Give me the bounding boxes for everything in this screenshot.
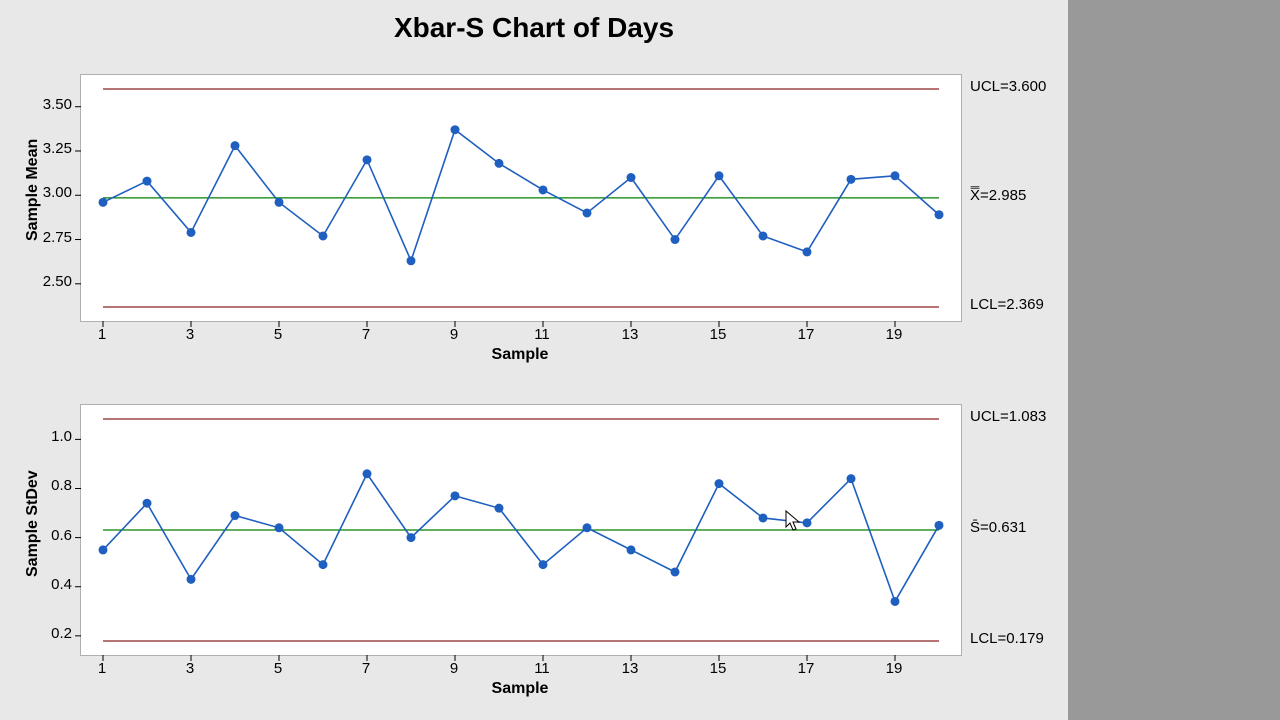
x-tick-label: 15 [703,660,733,677]
x-tick-label: 7 [351,326,381,343]
x-tick-label: 5 [263,660,293,677]
x-tick-label: 7 [351,660,381,677]
x-tick-label: 1 [87,660,117,677]
xbar-x-axis-label: Sample [80,346,960,364]
y-tick-label: 3.50 [24,96,72,113]
x-tick-label: 17 [791,326,821,343]
x-tick-label: 11 [527,660,557,677]
x-tick-label: 5 [263,326,293,343]
x-tick-label: 19 [879,326,909,343]
y-tick-label: 2.75 [24,229,72,246]
s-ucl-label: UCL=1.083 [970,408,1046,425]
y-tick-label: 3.00 [24,184,72,201]
x-tick-label: 9 [439,660,469,677]
x-tick-label: 19 [879,660,909,677]
xbar-chart-svg [81,75,961,321]
x-tick-label: 3 [175,660,205,677]
chart-title: Xbar-S Chart of Days [0,12,1068,44]
x-tick-label: 9 [439,326,469,343]
y-tick-label: 1.0 [24,428,72,445]
x-tick-label: 1 [87,326,117,343]
xbar-center-label: X̿=2.985 [970,187,1026,204]
y-tick-label: 0.4 [24,576,72,593]
y-tick-label: 0.8 [24,477,72,494]
xbar-ucl-label: UCL=3.600 [970,78,1046,95]
y-tick-label: 2.50 [24,273,72,290]
s-x-axis-label: Sample [80,680,960,698]
s-chart-svg [81,405,961,655]
x-tick-label: 15 [703,326,733,343]
x-tick-label: 17 [791,660,821,677]
xbar-chart-box [80,74,962,322]
y-tick-label: 3.25 [24,140,72,157]
xbar-lcl-label: LCL=2.369 [970,296,1044,313]
y-tick-label: 0.2 [24,625,72,642]
s-lcl-label: LCL=0.179 [970,630,1044,647]
s-chart-box [80,404,962,656]
chart-page: Xbar-S Chart of Days Sample Mean Sample … [0,0,1068,720]
s-center-label: S̄=0.631 [970,519,1026,536]
x-tick-label: 11 [527,326,557,343]
x-tick-label: 3 [175,326,205,343]
x-tick-label: 13 [615,660,645,677]
x-tick-label: 13 [615,326,645,343]
right-sidebar [1068,0,1280,720]
y-tick-label: 0.6 [24,527,72,544]
